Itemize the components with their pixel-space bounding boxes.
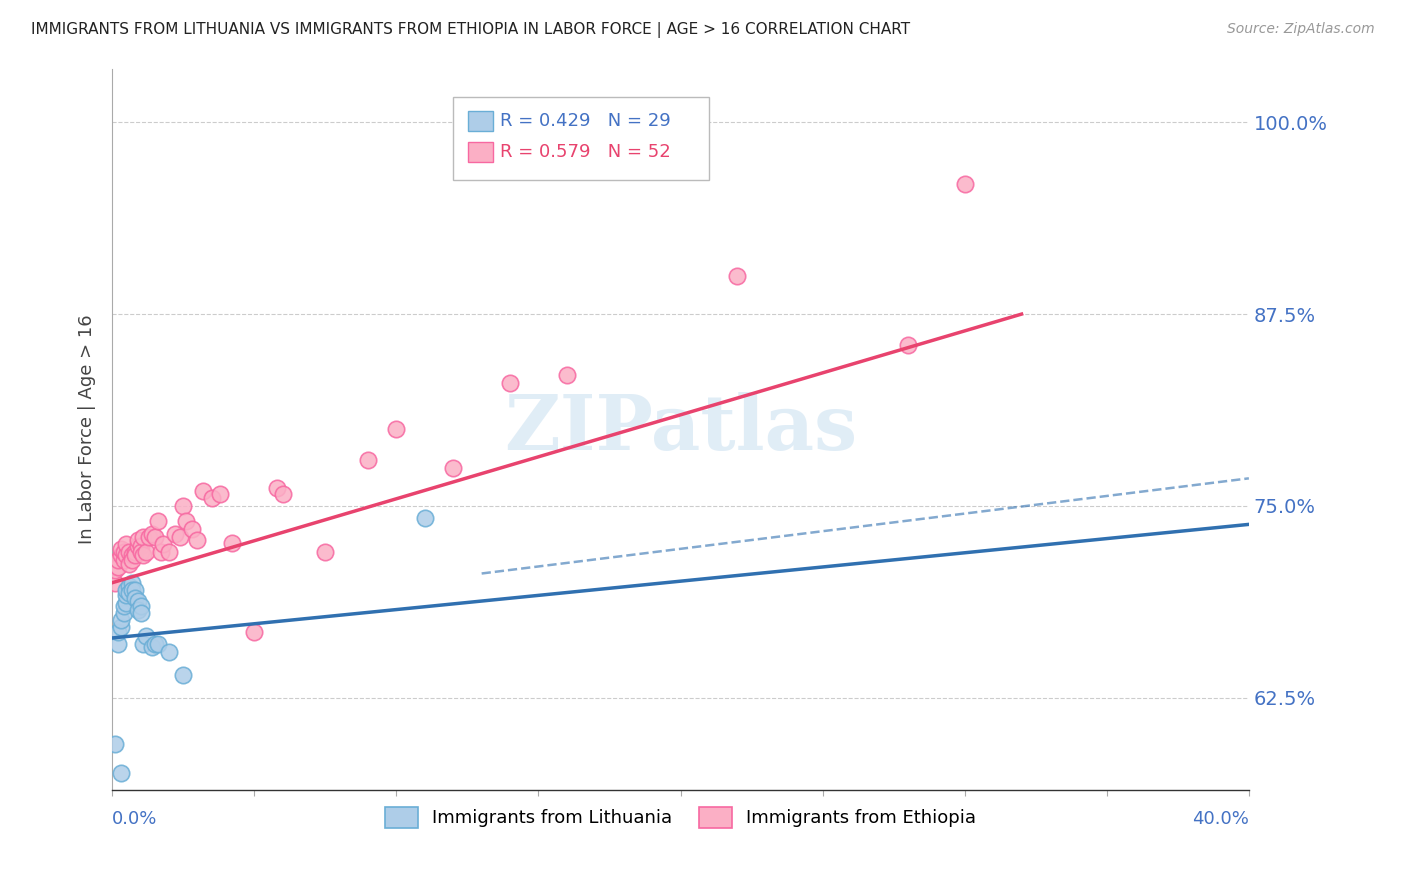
Point xyxy=(112,599,135,613)
Point xyxy=(152,537,174,551)
Point xyxy=(110,766,132,780)
Point xyxy=(107,552,129,566)
Point xyxy=(110,613,132,627)
Point xyxy=(118,545,141,559)
Point xyxy=(115,537,138,551)
Point xyxy=(146,514,169,528)
Point xyxy=(385,422,408,436)
Y-axis label: In Labor Force | Age > 16: In Labor Force | Age > 16 xyxy=(79,314,96,544)
Bar xyxy=(468,142,494,162)
Point xyxy=(110,541,132,556)
FancyBboxPatch shape xyxy=(453,97,709,180)
Text: 0.0%: 0.0% xyxy=(112,810,157,828)
Point xyxy=(107,637,129,651)
Text: IMMIGRANTS FROM LITHUANIA VS IMMIGRANTS FROM ETHIOPIA IN LABOR FORCE | AGE > 16 : IMMIGRANTS FROM LITHUANIA VS IMMIGRANTS … xyxy=(31,22,910,38)
Point xyxy=(186,533,208,547)
Point xyxy=(135,545,157,559)
Point xyxy=(193,483,215,498)
Point xyxy=(127,603,149,617)
Point xyxy=(112,545,135,559)
Point xyxy=(157,645,180,659)
Point xyxy=(110,548,132,562)
Bar xyxy=(468,112,494,131)
Point xyxy=(129,539,152,553)
Point xyxy=(138,530,160,544)
Point xyxy=(209,486,232,500)
Point xyxy=(124,583,146,598)
Point xyxy=(314,545,336,559)
Text: R = 0.429   N = 29: R = 0.429 N = 29 xyxy=(499,112,671,130)
Point xyxy=(132,548,155,562)
Point xyxy=(266,481,288,495)
Point xyxy=(121,548,143,562)
Point xyxy=(129,545,152,559)
Point xyxy=(157,545,180,559)
Point xyxy=(441,460,464,475)
Point xyxy=(107,560,129,574)
Point xyxy=(132,530,155,544)
Point xyxy=(135,629,157,643)
Point xyxy=(129,599,152,613)
Point xyxy=(413,511,436,525)
Point xyxy=(143,637,166,651)
Point xyxy=(180,522,202,536)
Text: 40.0%: 40.0% xyxy=(1192,810,1249,828)
Point xyxy=(149,545,172,559)
Point xyxy=(121,575,143,590)
Point xyxy=(172,499,194,513)
Point xyxy=(115,583,138,598)
Point xyxy=(104,575,127,590)
Point xyxy=(104,563,127,577)
Point xyxy=(163,526,186,541)
Point xyxy=(141,640,163,655)
Point xyxy=(115,588,138,602)
Point xyxy=(124,545,146,559)
Point xyxy=(146,637,169,651)
Text: Source: ZipAtlas.com: Source: ZipAtlas.com xyxy=(1227,22,1375,37)
Point xyxy=(897,338,920,352)
Point xyxy=(141,526,163,541)
Point xyxy=(112,552,135,566)
Point xyxy=(174,514,197,528)
Point xyxy=(118,586,141,600)
Point xyxy=(118,558,141,572)
Point xyxy=(104,737,127,751)
Point xyxy=(221,536,243,550)
Point xyxy=(115,548,138,562)
Point xyxy=(110,620,132,634)
Point xyxy=(555,368,578,383)
Point xyxy=(124,591,146,605)
Point xyxy=(127,594,149,608)
Point xyxy=(118,579,141,593)
Text: R = 0.579   N = 52: R = 0.579 N = 52 xyxy=(499,144,671,161)
Point xyxy=(357,453,380,467)
Point xyxy=(499,376,522,391)
Point xyxy=(121,552,143,566)
Point xyxy=(112,607,135,621)
Point xyxy=(143,530,166,544)
Point xyxy=(121,583,143,598)
Point xyxy=(725,268,748,283)
Point xyxy=(271,486,294,500)
Point xyxy=(127,533,149,547)
Point xyxy=(127,539,149,553)
Point xyxy=(129,607,152,621)
Point xyxy=(243,624,266,639)
Point xyxy=(124,548,146,562)
Point xyxy=(953,177,976,191)
Legend: Immigrants from Lithuania, Immigrants from Ethiopia: Immigrants from Lithuania, Immigrants fr… xyxy=(378,800,983,835)
Point xyxy=(107,624,129,639)
Point xyxy=(115,596,138,610)
Point xyxy=(172,668,194,682)
Text: ZIPatlas: ZIPatlas xyxy=(503,392,858,467)
Point xyxy=(169,530,191,544)
Point xyxy=(132,637,155,651)
Point xyxy=(201,491,224,506)
